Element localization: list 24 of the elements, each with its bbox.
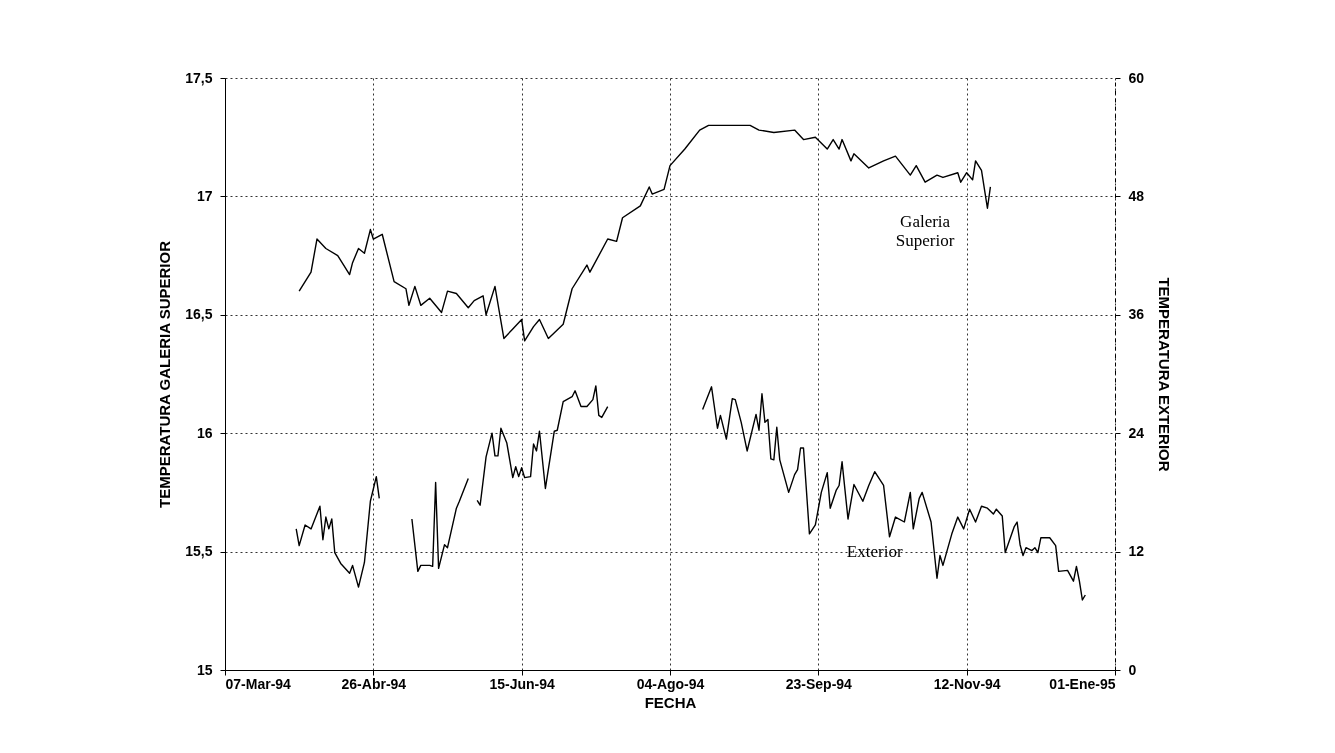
series-label: Exterior (846, 541, 903, 561)
x-tick-label: 15-Jun-94 (489, 675, 556, 692)
y2-tick-label: 0 (1128, 661, 1137, 678)
y2-tick-label: 48 (1128, 187, 1145, 204)
y-tick-label: 15 (196, 661, 213, 678)
x-axis-title: FECHA (644, 693, 697, 711)
x-tick-label: 26-Abr-94 (341, 675, 407, 692)
y-tick-label: 16,5 (185, 306, 213, 323)
y-tick-label: 17 (196, 187, 213, 204)
y-axis-title: TEMPERATURA GALERIA SUPERIOR (156, 240, 174, 508)
y2-tick-label: 60 (1128, 69, 1145, 86)
y2-tick-label: 36 (1128, 306, 1145, 323)
y2-tick-label: 12 (1128, 543, 1145, 560)
x-tick-label: 01-Ene-95 (1049, 675, 1116, 692)
y-tick-label: 17,5 (185, 69, 213, 86)
y2-axis-title: TEMPERATURA EXTERIOR (1156, 277, 1174, 472)
x-tick-label: 12-Nov-94 (933, 675, 1001, 692)
x-tick-label: 07-Mar-94 (225, 675, 292, 692)
y-tick-label: 15,5 (185, 543, 213, 560)
y2-tick-label: 24 (1128, 424, 1145, 441)
x-tick-label: 04-Ago-94 (636, 675, 705, 692)
x-tick-label: 23-Sep-94 (785, 675, 853, 692)
y-tick-label: 16 (196, 424, 213, 441)
series-label: Galeria Superior (895, 212, 955, 251)
